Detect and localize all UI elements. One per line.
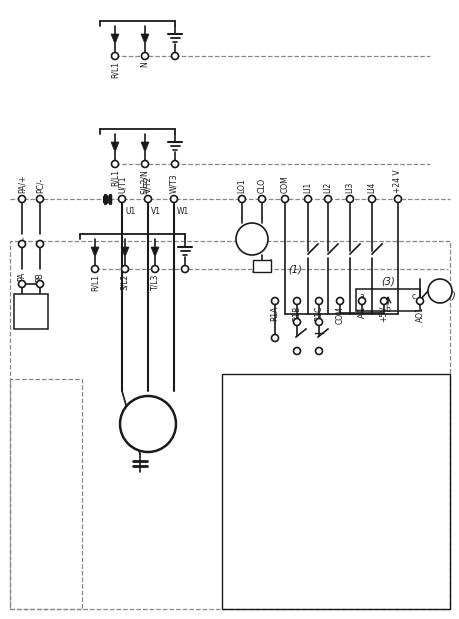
Circle shape [91, 266, 99, 272]
Text: LI4: LI4 [368, 181, 376, 193]
Text: M: M [139, 411, 153, 425]
Circle shape [336, 298, 343, 305]
Text: R1B: R1B [292, 306, 302, 321]
Text: a: a [359, 292, 364, 301]
Text: R/L1: R/L1 [90, 274, 100, 291]
Bar [10, 379, 82, 609]
Circle shape [315, 319, 323, 326]
Text: 3~: 3~ [140, 427, 156, 437]
Circle shape [236, 223, 268, 255]
Text: U1: U1 [125, 207, 135, 216]
Polygon shape [111, 34, 119, 44]
Circle shape [18, 196, 26, 202]
Text: COM: COM [336, 306, 345, 324]
Circle shape [347, 196, 353, 202]
Text: LI1: LI1 [303, 182, 313, 193]
Circle shape [18, 241, 26, 248]
Circle shape [293, 319, 301, 326]
Text: CLO: CLO [257, 178, 267, 193]
Circle shape [141, 160, 149, 168]
Text: R/L1: R/L1 [111, 61, 119, 78]
Text: S/L2/N: S/L2/N [140, 169, 150, 194]
Text: W/T3: W/T3 [169, 173, 179, 193]
Polygon shape [121, 247, 129, 257]
Circle shape [428, 279, 452, 303]
Circle shape [145, 196, 151, 202]
Circle shape [358, 298, 365, 305]
Text: LI3: LI3 [346, 181, 354, 193]
Circle shape [120, 396, 176, 452]
Bar [10, 241, 450, 609]
Text: V/T2: V/T2 [144, 176, 152, 193]
Text: N: N [140, 61, 150, 67]
Text: c: c [412, 292, 416, 301]
Circle shape [37, 241, 44, 248]
Circle shape [394, 196, 402, 202]
Bar [14, 294, 48, 329]
Text: T/L3: T/L3 [151, 274, 159, 290]
Circle shape [141, 53, 149, 59]
Text: AI1: AI1 [358, 306, 366, 318]
Circle shape [239, 196, 246, 202]
Bar [253, 260, 271, 272]
Circle shape [325, 196, 331, 202]
Circle shape [272, 298, 279, 305]
Circle shape [315, 347, 323, 355]
Text: U/T1: U/T1 [118, 176, 127, 193]
Text: (2): (2) [442, 291, 456, 301]
Bar [222, 374, 450, 609]
Circle shape [112, 160, 118, 168]
Text: +: + [18, 237, 26, 247]
Polygon shape [91, 247, 99, 257]
Circle shape [369, 196, 375, 202]
Text: -: - [38, 237, 42, 247]
Text: COM: COM [280, 175, 290, 193]
Text: AO1: AO1 [415, 306, 425, 322]
Polygon shape [111, 142, 119, 152]
Text: +5V: +5V [380, 306, 388, 322]
Circle shape [258, 196, 265, 202]
Text: R/L1: R/L1 [111, 169, 119, 186]
Circle shape [272, 334, 279, 342]
Circle shape [304, 196, 312, 202]
Circle shape [151, 266, 158, 272]
Text: PB: PB [35, 272, 45, 282]
Circle shape [315, 298, 323, 305]
Text: (1): (1) [288, 265, 302, 275]
Text: PC/-: PC/- [35, 178, 45, 193]
Circle shape [293, 347, 301, 355]
Text: LI2: LI2 [324, 182, 332, 193]
Polygon shape [247, 234, 257, 241]
Text: LO1: LO1 [237, 178, 246, 193]
Circle shape [37, 280, 44, 287]
Circle shape [112, 53, 118, 59]
Circle shape [172, 53, 179, 59]
Text: +24 V: +24 V [393, 170, 403, 193]
Text: R1A: R1A [270, 306, 280, 321]
Text: (3): (3) [381, 276, 395, 286]
Polygon shape [141, 34, 149, 44]
Circle shape [170, 196, 178, 202]
Text: PA: PA [17, 272, 27, 282]
Text: S/L2: S/L2 [121, 274, 129, 290]
Circle shape [122, 266, 129, 272]
Text: PA/+: PA/+ [17, 175, 27, 193]
Polygon shape [151, 247, 159, 257]
Text: b: b [385, 305, 390, 314]
Circle shape [293, 298, 301, 305]
Circle shape [118, 196, 125, 202]
Text: V1: V1 [151, 207, 161, 216]
Circle shape [181, 266, 189, 272]
Circle shape [381, 298, 387, 305]
Circle shape [281, 196, 289, 202]
Circle shape [416, 298, 424, 305]
Circle shape [37, 196, 44, 202]
Text: W1: W1 [177, 207, 189, 216]
Bar [356, 289, 420, 311]
Text: R1C: R1C [314, 306, 324, 321]
Circle shape [18, 280, 26, 287]
Circle shape [172, 160, 179, 168]
Polygon shape [141, 142, 149, 152]
